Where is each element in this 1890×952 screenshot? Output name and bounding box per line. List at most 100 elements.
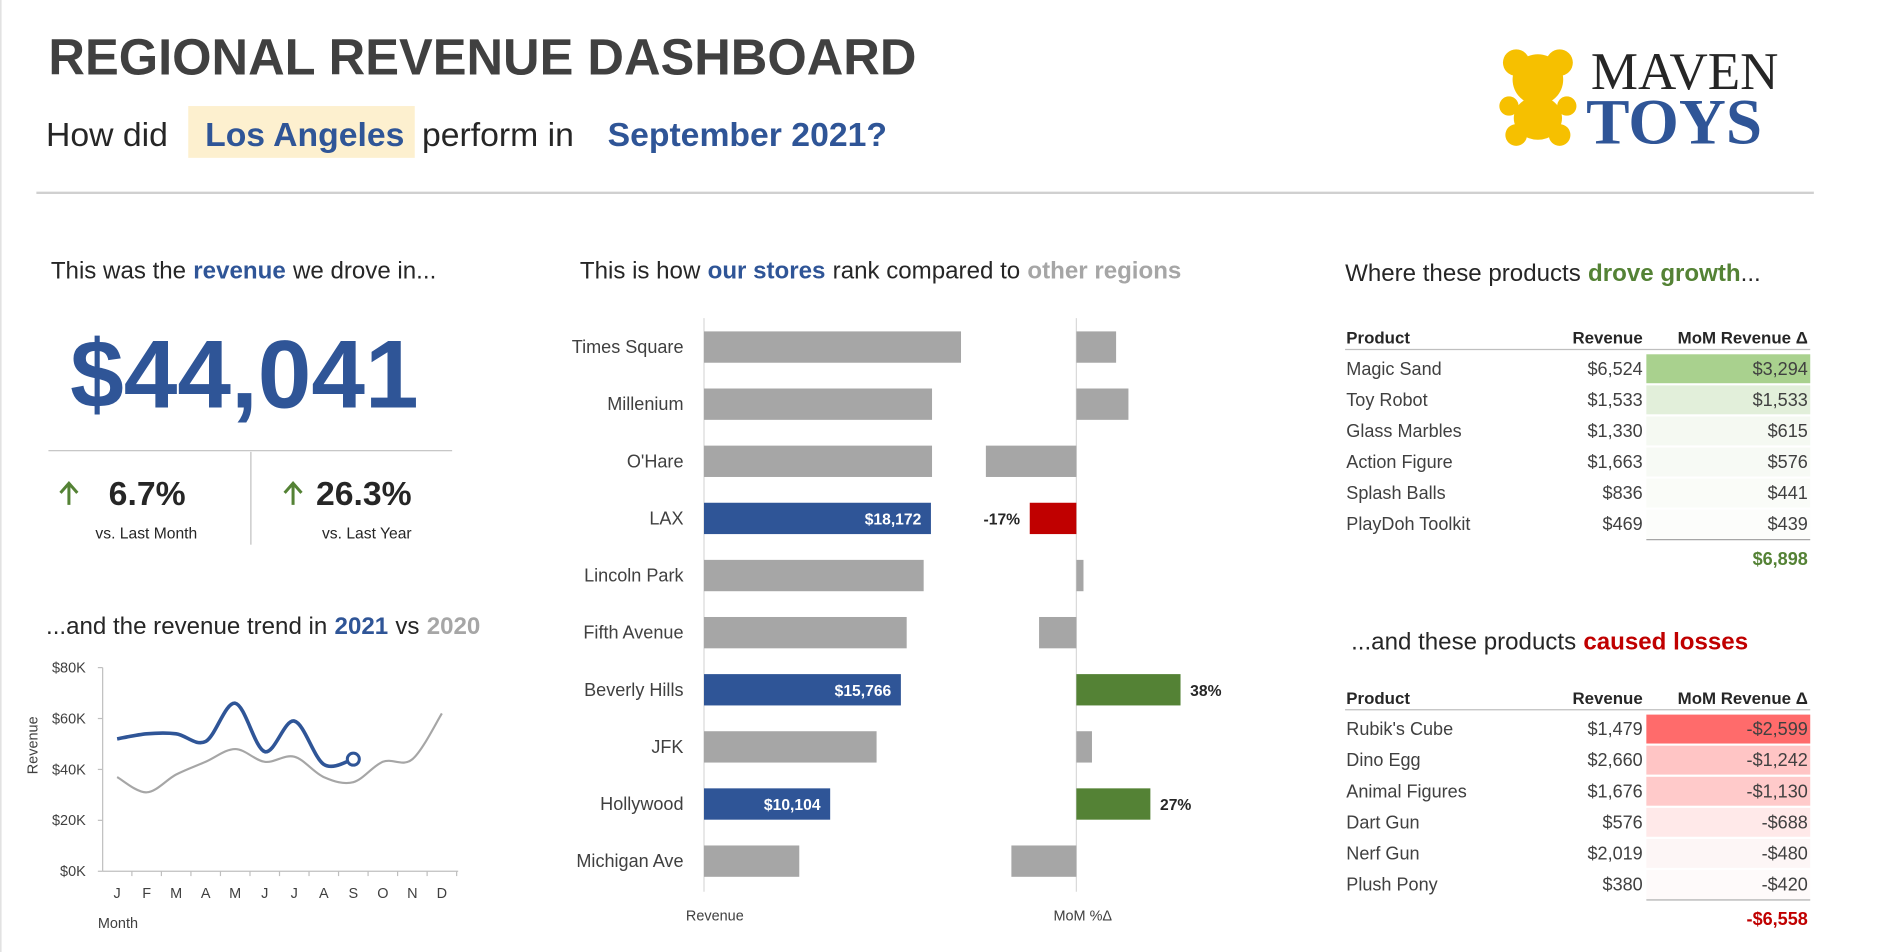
bar [1076,559,1084,592]
table-cell: Animal Figures [1346,781,1466,801]
heading-part: vs [395,613,419,640]
heading-part: we drove in... [292,257,436,284]
table-cell: -$688 [1762,812,1808,832]
x-tick-label: O [377,886,388,902]
table-cell: -$420 [1762,875,1808,895]
x-tick-label: J [114,886,121,902]
table-cell: -$480 [1762,843,1808,863]
table-cell: $1,533 [1587,390,1642,410]
heading-part: ...and the revenue trend in [46,613,327,640]
cell-highlight [1646,447,1811,477]
y-tick-label: $60K [52,711,86,727]
logo-toys: TOYS [1586,86,1762,158]
cell-highlight [1646,870,1811,899]
cell-highlight [1646,745,1811,775]
table-cell: PlayDoh Toolkit [1346,514,1470,534]
value-label: -17% [984,511,1021,528]
kpi-heading: This was the revenue we drove in... [51,257,436,284]
y-tick-label: $0K [60,864,86,880]
logo-bear [1499,49,1577,146]
column-header: Revenue [1572,328,1642,347]
value-label: 27% [1160,797,1191,814]
kpi-change-label: vs. Last Month [95,526,197,543]
y-tick-label: $80K [52,660,86,676]
table-total: -$6,558 [1747,909,1808,929]
heading-part: our stores [708,257,826,284]
table-cell: Action Figure [1346,452,1452,472]
table-cell: $6,524 [1587,359,1642,379]
y-tick-label: Millenium [607,394,683,414]
line-2021 [116,701,354,769]
table-cell: $2,019 [1587,843,1642,863]
table-cell: $1,533 [1753,390,1808,410]
bar [703,559,924,592]
stores-heading: This is how our stores rank compared to oth… [580,257,1181,284]
y-tick-label: Times Square [572,337,684,357]
table-cell: $836 [1603,483,1643,503]
x-axis-label: Month [98,916,138,932]
cell-highlight [1646,354,1811,384]
table-cell: $1,479 [1587,719,1642,739]
table-cell: Glass Marbles [1346,421,1461,441]
table-cell: $1,663 [1587,452,1642,472]
table-cell: Dino Egg [1346,750,1420,770]
legend-entry: 2021 [335,613,389,640]
heading-part: other regions [1027,257,1181,284]
table-cell: -$2,599 [1747,719,1808,739]
y-tick-label: Lincoln Park [584,566,684,586]
question: How did Los Angeles perform in September… [46,116,887,154]
cell-highlight [1646,385,1811,415]
table-cell: Plush Pony [1346,875,1437,895]
bar [1076,388,1129,420]
x-axis-label: MoM %Δ [1053,909,1112,925]
loss-heading: ...and these products caused losses [1351,629,1748,656]
heading-part: rank compared to [833,257,1021,284]
heading-part: caused losses [1583,629,1748,656]
x-tick-label: D [437,886,447,902]
x-tick-label: J [261,886,268,902]
bar [703,845,800,877]
bar [1029,502,1077,535]
table-cell: Rubik's Cube [1346,719,1453,739]
cell-highlight [1646,478,1811,508]
current-marker [345,751,361,767]
heading-part: Where these products [1345,260,1581,287]
kpi-change: 6.7% [109,475,186,513]
table-cell: Dart Gun [1346,812,1419,832]
y-tick-label: Fifth Avenue [583,623,683,643]
x-tick-label: N [407,886,417,902]
heading-part: revenue [193,257,285,284]
y-axis-label: Revenue [26,716,42,774]
bar [985,445,1077,477]
city-highlight [188,106,415,158]
question-part: How did [46,116,168,154]
growth-heading: Where these products drove growth... [1345,260,1761,287]
table-cell: Nerf Gun [1346,843,1419,863]
heading-part: ... [1741,260,1761,287]
x-tick-label: F [142,886,151,902]
y-tick-label: $20K [52,813,86,829]
question-part: perform in [422,116,574,154]
title: REGIONAL REVENUE DASHBOARD [48,29,916,86]
heading-part: This is how [580,257,701,284]
question-city: Los Angeles [205,116,404,154]
bar [703,674,901,706]
bar [1039,616,1077,649]
x-tick-label: A [319,886,329,902]
bar [1011,845,1077,877]
table-cell: $2,660 [1587,750,1642,770]
bar [703,788,831,820]
column-header: Revenue [1572,689,1642,708]
bar [1076,674,1181,706]
table-cell: $439 [1768,514,1808,534]
column-header: Product [1346,689,1410,708]
up-arrow [283,480,303,505]
bar [703,331,962,363]
value-label: $15,766 [835,683,892,700]
y-tick-label: LAX [649,508,683,528]
table-cell: -$1,130 [1747,781,1808,801]
x-tick-label: S [348,886,358,902]
value-label: $10,104 [764,797,821,814]
x-tick-label: M [229,886,241,902]
